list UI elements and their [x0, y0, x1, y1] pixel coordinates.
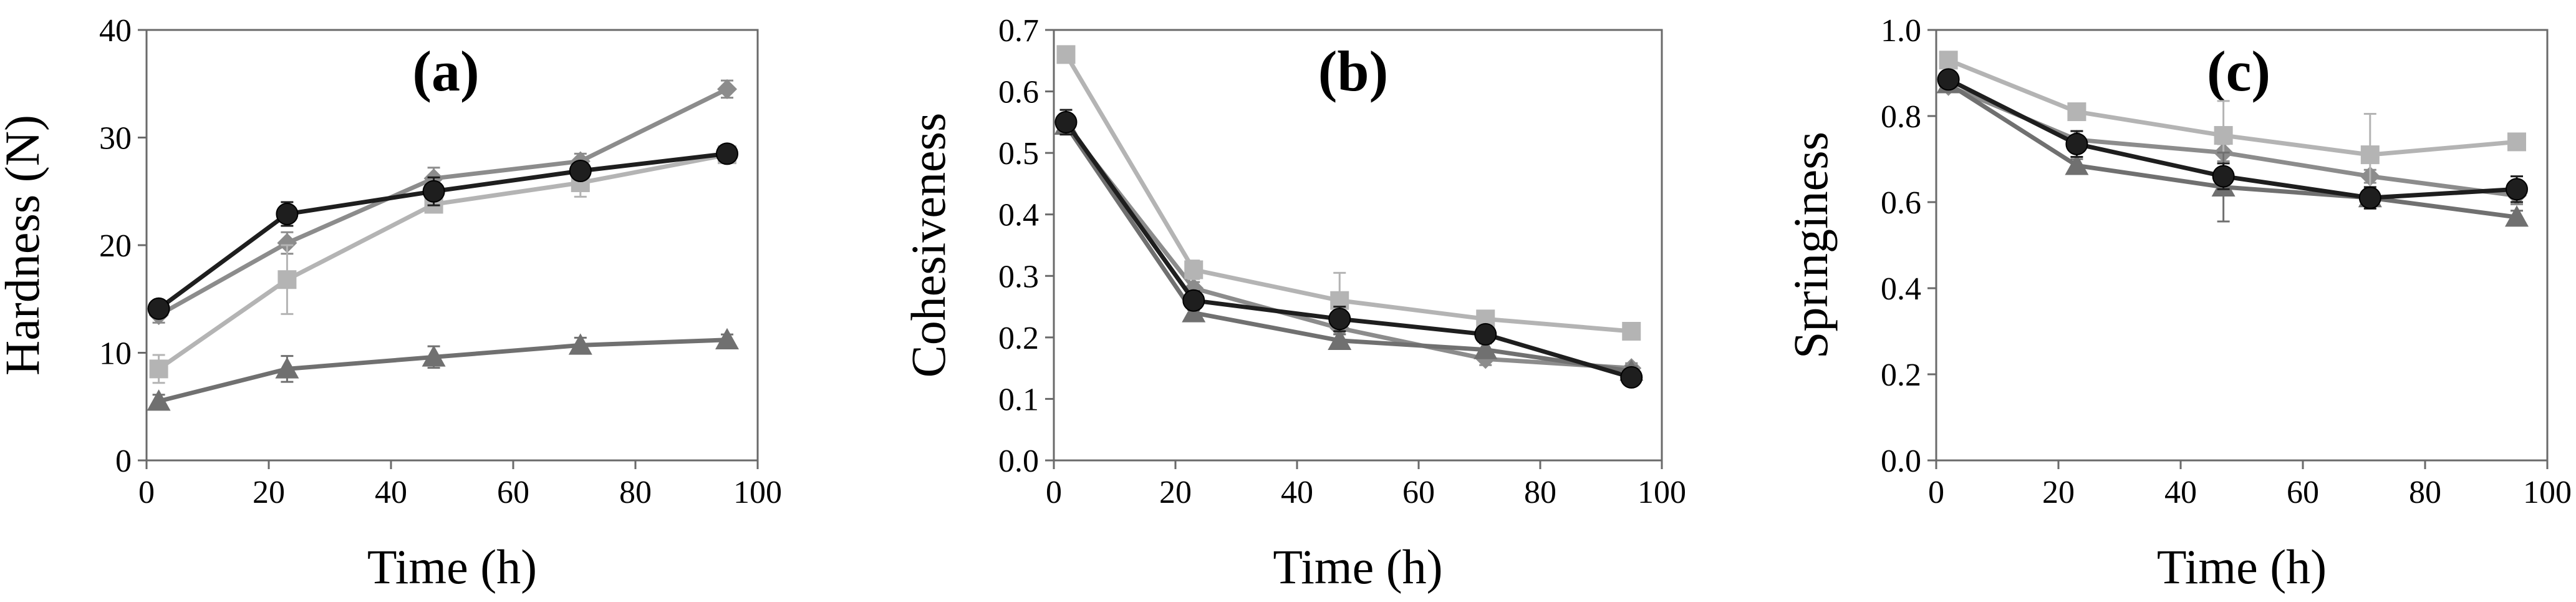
- x-tick-label: 60: [497, 475, 529, 510]
- y-tick-label: 0.0: [998, 444, 1039, 479]
- data-point-square: [277, 270, 297, 289]
- x-axis-title: Time (h): [367, 540, 537, 594]
- data-point-circle: [276, 202, 299, 225]
- plot-area-frame: [1053, 29, 1663, 462]
- x-tick-label: 40: [2164, 475, 2197, 510]
- data-point-square: [2507, 132, 2526, 152]
- data-point-triangle: [1328, 328, 1352, 350]
- y-tick-label: 0.6: [998, 75, 1039, 110]
- x-tick-label: 100: [733, 475, 782, 510]
- data-point-square: [2067, 102, 2086, 122]
- y-axis-title: Hardness (N): [0, 115, 49, 376]
- series-diamond: [1056, 115, 1642, 379]
- data-point-circle: [1054, 110, 1078, 134]
- data-point-square: [2360, 145, 2380, 165]
- y-tick-label: 0.4: [1881, 271, 1921, 307]
- data-point-diamond: [277, 233, 297, 253]
- panel-label: (c): [2207, 39, 2270, 103]
- data-point-circle: [1182, 289, 1205, 312]
- x-tick-label: 80: [2409, 475, 2441, 510]
- series-line: [1064, 124, 1632, 374]
- plot-area-frame: [1935, 29, 2549, 462]
- panel-c-springiness-chart: 0 20 40 60 80 100 0.0 0.2 0.4 0.6 0.8 1.0 Time (h) Sp…: [1783, 13, 2572, 594]
- y-tick-label: 0.6: [1881, 185, 1921, 221]
- x-tick-label: 40: [375, 475, 407, 510]
- panel-b-cohesiveness-chart: 0 20 40 60 80 100 0.0 0.1 0.2 0.3 0.4 0.5 0.6 0.7 Time…: [901, 13, 1686, 594]
- series-line: [158, 337, 728, 404]
- data-point-circle: [422, 180, 445, 203]
- x-tick-label: 100: [1638, 475, 1686, 510]
- y-axis-title: Springiness: [1783, 132, 1838, 359]
- y-tick-label: 0.7: [998, 13, 1039, 49]
- series-triangle: [147, 328, 739, 411]
- y-tick-label: 20: [99, 228, 132, 264]
- data-point-square: [2214, 126, 2233, 145]
- data-point-triangle: [715, 328, 739, 349]
- x-tick-label: 0: [1928, 475, 1944, 510]
- data-point-triangle: [2505, 205, 2529, 227]
- data-point-circle: [2506, 178, 2528, 201]
- x-tick-label: 60: [1402, 475, 1435, 510]
- series-circle: [1054, 109, 1643, 389]
- panel-label: (b): [1318, 39, 1388, 103]
- data-point-diamond: [717, 79, 737, 99]
- data-point-square: [1622, 322, 1641, 341]
- y-tick-label: 0.2: [998, 321, 1039, 356]
- data-point-triangle: [568, 333, 592, 355]
- y-tick-label: 10: [99, 336, 132, 372]
- panel-label: (a): [412, 39, 479, 103]
- y-tick-label: 30: [99, 121, 132, 157]
- x-axis-title: Time (h): [1273, 540, 1442, 594]
- data-point-triangle: [2065, 153, 2089, 175]
- data-point-circle: [2212, 165, 2235, 188]
- data-point-triangle: [147, 389, 171, 411]
- x-axis-title: Time (h): [2157, 540, 2327, 594]
- series-circle: [147, 142, 738, 320]
- y-tick-label: 0.4: [998, 198, 1039, 233]
- y-tick-label: 0.8: [1881, 99, 1921, 135]
- data-point-circle: [1620, 366, 1643, 389]
- y-tick-label: 0.3: [998, 259, 1039, 294]
- data-point-square: [149, 359, 168, 379]
- data-point-triangle: [422, 345, 446, 367]
- data-point-triangle: [275, 357, 299, 379]
- y-tick-label: 0.0: [1881, 444, 1921, 479]
- x-tick-label: 20: [2042, 475, 2075, 510]
- x-tick-label: 0: [138, 475, 155, 510]
- x-tick-label: 60: [2287, 475, 2319, 510]
- x-tick-label: 100: [2523, 475, 2572, 510]
- series-square: [149, 145, 736, 384]
- x-tick-label: 40: [1281, 475, 1313, 510]
- data-point-circle: [1328, 308, 1351, 331]
- data-point-square: [1184, 260, 1204, 279]
- series-circle: [1937, 68, 2528, 210]
- data-point-circle: [569, 159, 592, 182]
- panel-a-hardness-chart: 0 20 40 60 80 100 0 10 20 30 40 Time (h) Hardness (N…: [0, 13, 782, 594]
- x-tick-label: 20: [1159, 475, 1192, 510]
- x-tick-label: 80: [1524, 475, 1556, 510]
- y-tick-label: 0.2: [1881, 357, 1921, 393]
- data-point-circle: [1937, 68, 1960, 91]
- data-point-square: [1939, 51, 1958, 70]
- y-tick-label: 1.0: [1881, 13, 1921, 49]
- y-tick-label: 0: [115, 444, 132, 479]
- y-tick-label: 40: [99, 13, 132, 49]
- x-tick-label: 20: [253, 475, 285, 510]
- series-triangle: [1054, 113, 1644, 381]
- data-point-circle: [147, 297, 170, 320]
- data-point-circle: [2065, 132, 2088, 155]
- x-tick-label: 0: [1046, 475, 1062, 510]
- data-point-circle: [1474, 323, 1497, 346]
- y-tick-label: 0.1: [998, 382, 1039, 417]
- data-point-circle: [716, 142, 738, 165]
- y-tick-label: 0.5: [998, 136, 1039, 172]
- data-point-triangle: [1474, 337, 1498, 359]
- data-point-square: [1056, 45, 1076, 64]
- x-tick-label: 80: [619, 475, 652, 510]
- data-point-circle: [2358, 187, 2381, 210]
- y-axis-title: Cohesiveness: [901, 113, 955, 378]
